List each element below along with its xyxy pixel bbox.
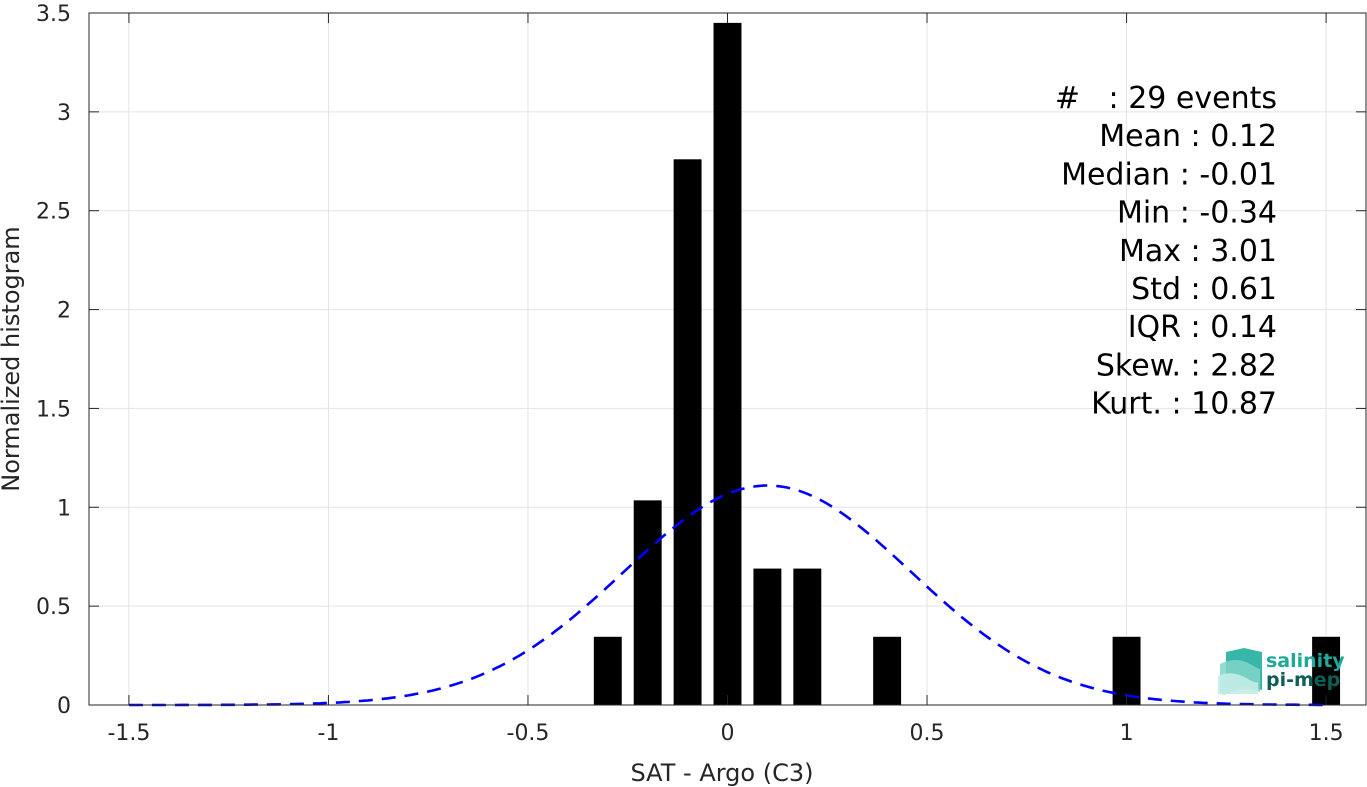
histogram-bar-2 bbox=[673, 159, 702, 705]
y-axis-label: Normalized histogram bbox=[0, 226, 25, 491]
bars bbox=[593, 22, 1341, 705]
y-tick-label-4: 2 bbox=[57, 299, 71, 324]
x-tick-label-1: -1 bbox=[317, 721, 339, 746]
y-tick-label-0: 0 bbox=[57, 694, 71, 719]
histogram-bar-3 bbox=[713, 22, 742, 705]
stat-line-0: # : 29 events bbox=[1055, 81, 1277, 116]
x-tick-label-4: 0.5 bbox=[910, 721, 945, 746]
stat-line-3: Min : -0.34 bbox=[1117, 196, 1277, 231]
y-tick-label-6: 3 bbox=[57, 101, 71, 126]
axis-ticks bbox=[89, 12, 1366, 706]
stat-line-2: Median : -0.01 bbox=[1061, 157, 1277, 192]
stat-line-5: Std : 0.61 bbox=[1131, 272, 1277, 307]
histogram-bar-7 bbox=[1112, 636, 1141, 705]
stat-line-6: IQR : 0.14 bbox=[1128, 310, 1277, 345]
y-tick-label-1: 0.5 bbox=[36, 595, 71, 620]
y-tick-label-7: 3.5 bbox=[36, 2, 71, 27]
stat-line-1: Mean : 0.12 bbox=[1099, 119, 1277, 154]
stat-line-8: Kurt. : 10.87 bbox=[1091, 387, 1277, 422]
x-tick-label-3: 0 bbox=[721, 721, 735, 746]
x-tick-label-0: -1.5 bbox=[107, 721, 150, 746]
histogram-bar-6 bbox=[873, 636, 902, 705]
salinity-pi-mep-logo: salinity pi-mep bbox=[1218, 648, 1345, 695]
salinity-waves-logo-icon bbox=[1218, 648, 1262, 695]
x-tick-label-5: 1 bbox=[1120, 721, 1134, 746]
x-tick-label-6: 1.5 bbox=[1309, 721, 1344, 746]
logo-text-pi-mep: pi-mep bbox=[1266, 669, 1340, 691]
stat-line-4: Max : 3.01 bbox=[1119, 234, 1277, 269]
y-tick-label-5: 2.5 bbox=[36, 200, 71, 225]
tick-labels: -1.5 -1 -0.5 0 0.5 1 1.5 0 0.5 1 1.5 2 2.5 3 3.5 bbox=[36, 2, 1344, 746]
logo-text-salinity: salinity bbox=[1266, 650, 1345, 672]
histogram-bar-5 bbox=[793, 568, 822, 705]
histogram-bar-1 bbox=[633, 500, 662, 705]
y-tick-label-2: 1 bbox=[57, 496, 71, 521]
histogram-bar-4 bbox=[753, 568, 782, 705]
histogram-bar-0 bbox=[593, 636, 622, 705]
stat-line-7: Skew. : 2.82 bbox=[1096, 348, 1277, 383]
x-tick-label-2: -0.5 bbox=[507, 721, 550, 746]
x-axis-label: SAT - Argo (C3) bbox=[631, 759, 814, 787]
y-tick-label-3: 1.5 bbox=[36, 397, 71, 422]
histogram-bar-8 bbox=[1312, 636, 1341, 705]
